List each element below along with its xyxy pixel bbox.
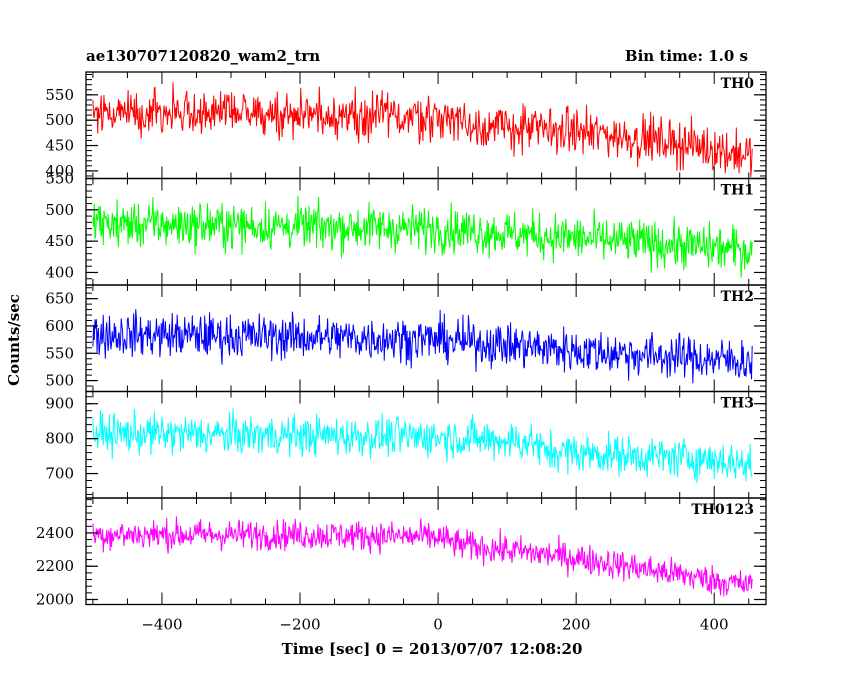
x-tick-label: −400 xyxy=(141,616,182,634)
panel-th0: 400 450 500 550 TH0 xyxy=(45,71,767,180)
series-line-th0123 xyxy=(92,516,753,597)
x-tick-label: 200 xyxy=(562,616,591,634)
y-tick-label: 2200 xyxy=(36,557,74,575)
y-tick-label: 800 xyxy=(45,430,74,448)
series-line-th1 xyxy=(92,195,753,278)
panels-group: 400 450 500 550 TH0 400 450 500 550 TH1 500 550 600 6… xyxy=(36,71,767,609)
y-tick-label: 450 xyxy=(45,137,74,155)
y-tick-label: 500 xyxy=(45,111,74,129)
y-tick-label: 900 xyxy=(45,395,74,413)
panel-th0123: 2000 2200 2400 TH0123 xyxy=(36,497,767,609)
y-tick-label: 450 xyxy=(45,232,74,250)
y-tick-label: 700 xyxy=(45,465,74,483)
panel-label-th0123: TH0123 xyxy=(691,502,754,518)
y-axis-title: Counts/sec xyxy=(5,294,23,386)
x-axis-title: Time [sec] 0 = 2013/07/07 12:08:20 xyxy=(282,640,583,658)
y-tick-label: 500 xyxy=(45,372,74,390)
y-tick-label: 400 xyxy=(45,162,74,180)
panel-th1: 400 450 500 550 TH1 xyxy=(45,170,767,286)
x-axis: −400 −200 0 200 400 xyxy=(141,616,728,634)
y-tick-label: 550 xyxy=(45,344,74,362)
y-tick-label: 550 xyxy=(45,86,74,104)
series-line-th2 xyxy=(92,309,753,384)
y-tick-label: 600 xyxy=(45,317,74,335)
panel-label-th2: TH2 xyxy=(721,289,754,305)
x-tick-label: −200 xyxy=(279,616,320,634)
y-tick-label: 400 xyxy=(45,263,74,281)
y-tick-label: 550 xyxy=(45,170,74,188)
bin-time-label: Bin time: 1.0 s xyxy=(625,47,748,65)
y-tick-label: 650 xyxy=(45,290,74,308)
panel-th3: 700 800 900 TH3 xyxy=(45,390,767,499)
y-tick-label: 2400 xyxy=(36,524,74,542)
panel-label-th0: TH0 xyxy=(721,76,755,92)
panel-frame xyxy=(85,497,767,606)
x-tick-label: 400 xyxy=(700,616,729,634)
y-tick-label: 2000 xyxy=(36,591,74,609)
panel-label-th3: TH3 xyxy=(721,396,754,412)
series-line-th0 xyxy=(92,82,753,178)
x-tick-label: 0 xyxy=(433,616,443,634)
chart-title: ae130707120820_wam2_trn xyxy=(86,47,320,65)
panel-th2: 500 550 600 650 TH2 xyxy=(45,284,767,393)
panel-label-th1: TH1 xyxy=(721,183,754,199)
series-line-th3 xyxy=(92,408,753,484)
y-tick-label: 500 xyxy=(45,201,74,219)
